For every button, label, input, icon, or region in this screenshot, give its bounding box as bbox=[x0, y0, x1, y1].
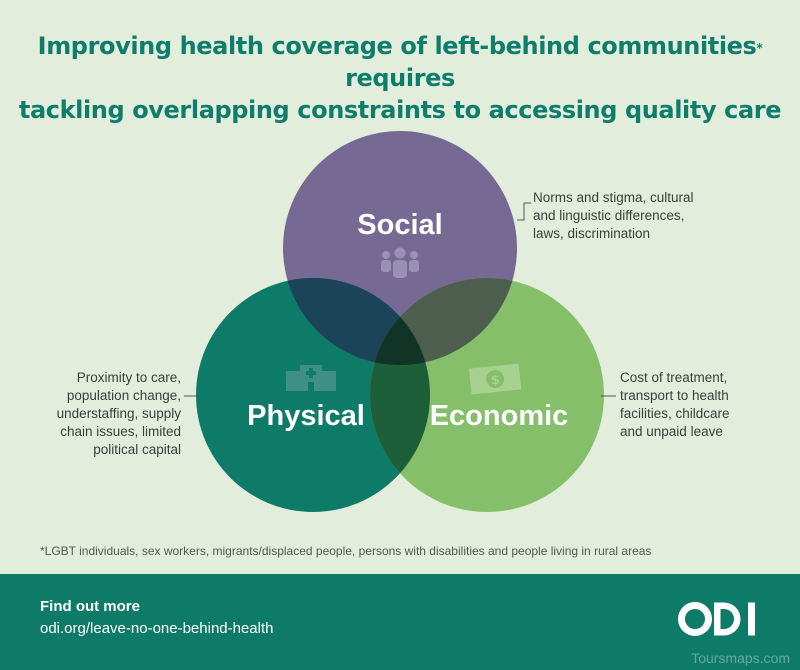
hospital-icon bbox=[286, 365, 336, 391]
title-line-1-tail: requires bbox=[345, 64, 455, 92]
svg-text:$: $ bbox=[490, 373, 501, 389]
title-line-1: Improving health coverage of left-behind… bbox=[37, 32, 757, 60]
economic-note-line: Cost of treatment, bbox=[620, 370, 728, 385]
footer-link[interactable]: odi.org/leave-no-one-behind-health bbox=[40, 620, 274, 637]
physical-note-line: chain issues, limited bbox=[60, 424, 181, 439]
social-label: Social bbox=[357, 209, 442, 241]
title-line-2: tackling overlapping constraints to acce… bbox=[18, 96, 782, 124]
economic-note-line: transport to health bbox=[620, 388, 729, 403]
physical-note-line: understaffing, supply bbox=[56, 406, 181, 421]
find-out-more-label: Find out more bbox=[40, 598, 140, 615]
page-title: Improving health coverage of left-behind… bbox=[0, 30, 800, 126]
economic-label: Economic bbox=[430, 400, 569, 432]
social-economic-overlap bbox=[370, 278, 517, 365]
economic-note-line: facilities, childcare bbox=[620, 406, 730, 421]
social-leader-line bbox=[517, 202, 531, 221]
physical-description: Proximity to care, population change, un… bbox=[20, 369, 181, 459]
banknote-icon: $ bbox=[468, 363, 522, 395]
social-note-line: Norms and stigma, cultural bbox=[533, 190, 694, 205]
title-asterisk: * bbox=[756, 41, 763, 55]
footer: Find out more odi.org/leave-no-one-behin… bbox=[0, 574, 800, 670]
venn-diagram: Social Physical Economic $ bbox=[184, 131, 616, 512]
social-physical-overlap bbox=[283, 278, 430, 365]
economic-description: Cost of treatment, transport to health f… bbox=[620, 369, 770, 441]
physical-note-line: political capital bbox=[93, 442, 181, 457]
social-note-line: and linguistic differences, bbox=[533, 208, 685, 223]
footnote: *LGBT individuals, sex workers, migrants… bbox=[40, 544, 652, 558]
physical-note-line: Proximity to care, bbox=[76, 370, 181, 385]
social-note-line: laws, discrimination bbox=[533, 226, 651, 241]
physical-label: Physical bbox=[247, 400, 365, 432]
economic-note-line: and unpaid leave bbox=[620, 424, 723, 439]
odi-logo bbox=[678, 602, 755, 636]
watermark: Toursmaps.com bbox=[691, 650, 790, 666]
physical-note-line: population change, bbox=[66, 388, 181, 403]
people-icon bbox=[381, 247, 419, 278]
social-description: Norms and stigma, cultural and linguisti… bbox=[533, 189, 733, 243]
